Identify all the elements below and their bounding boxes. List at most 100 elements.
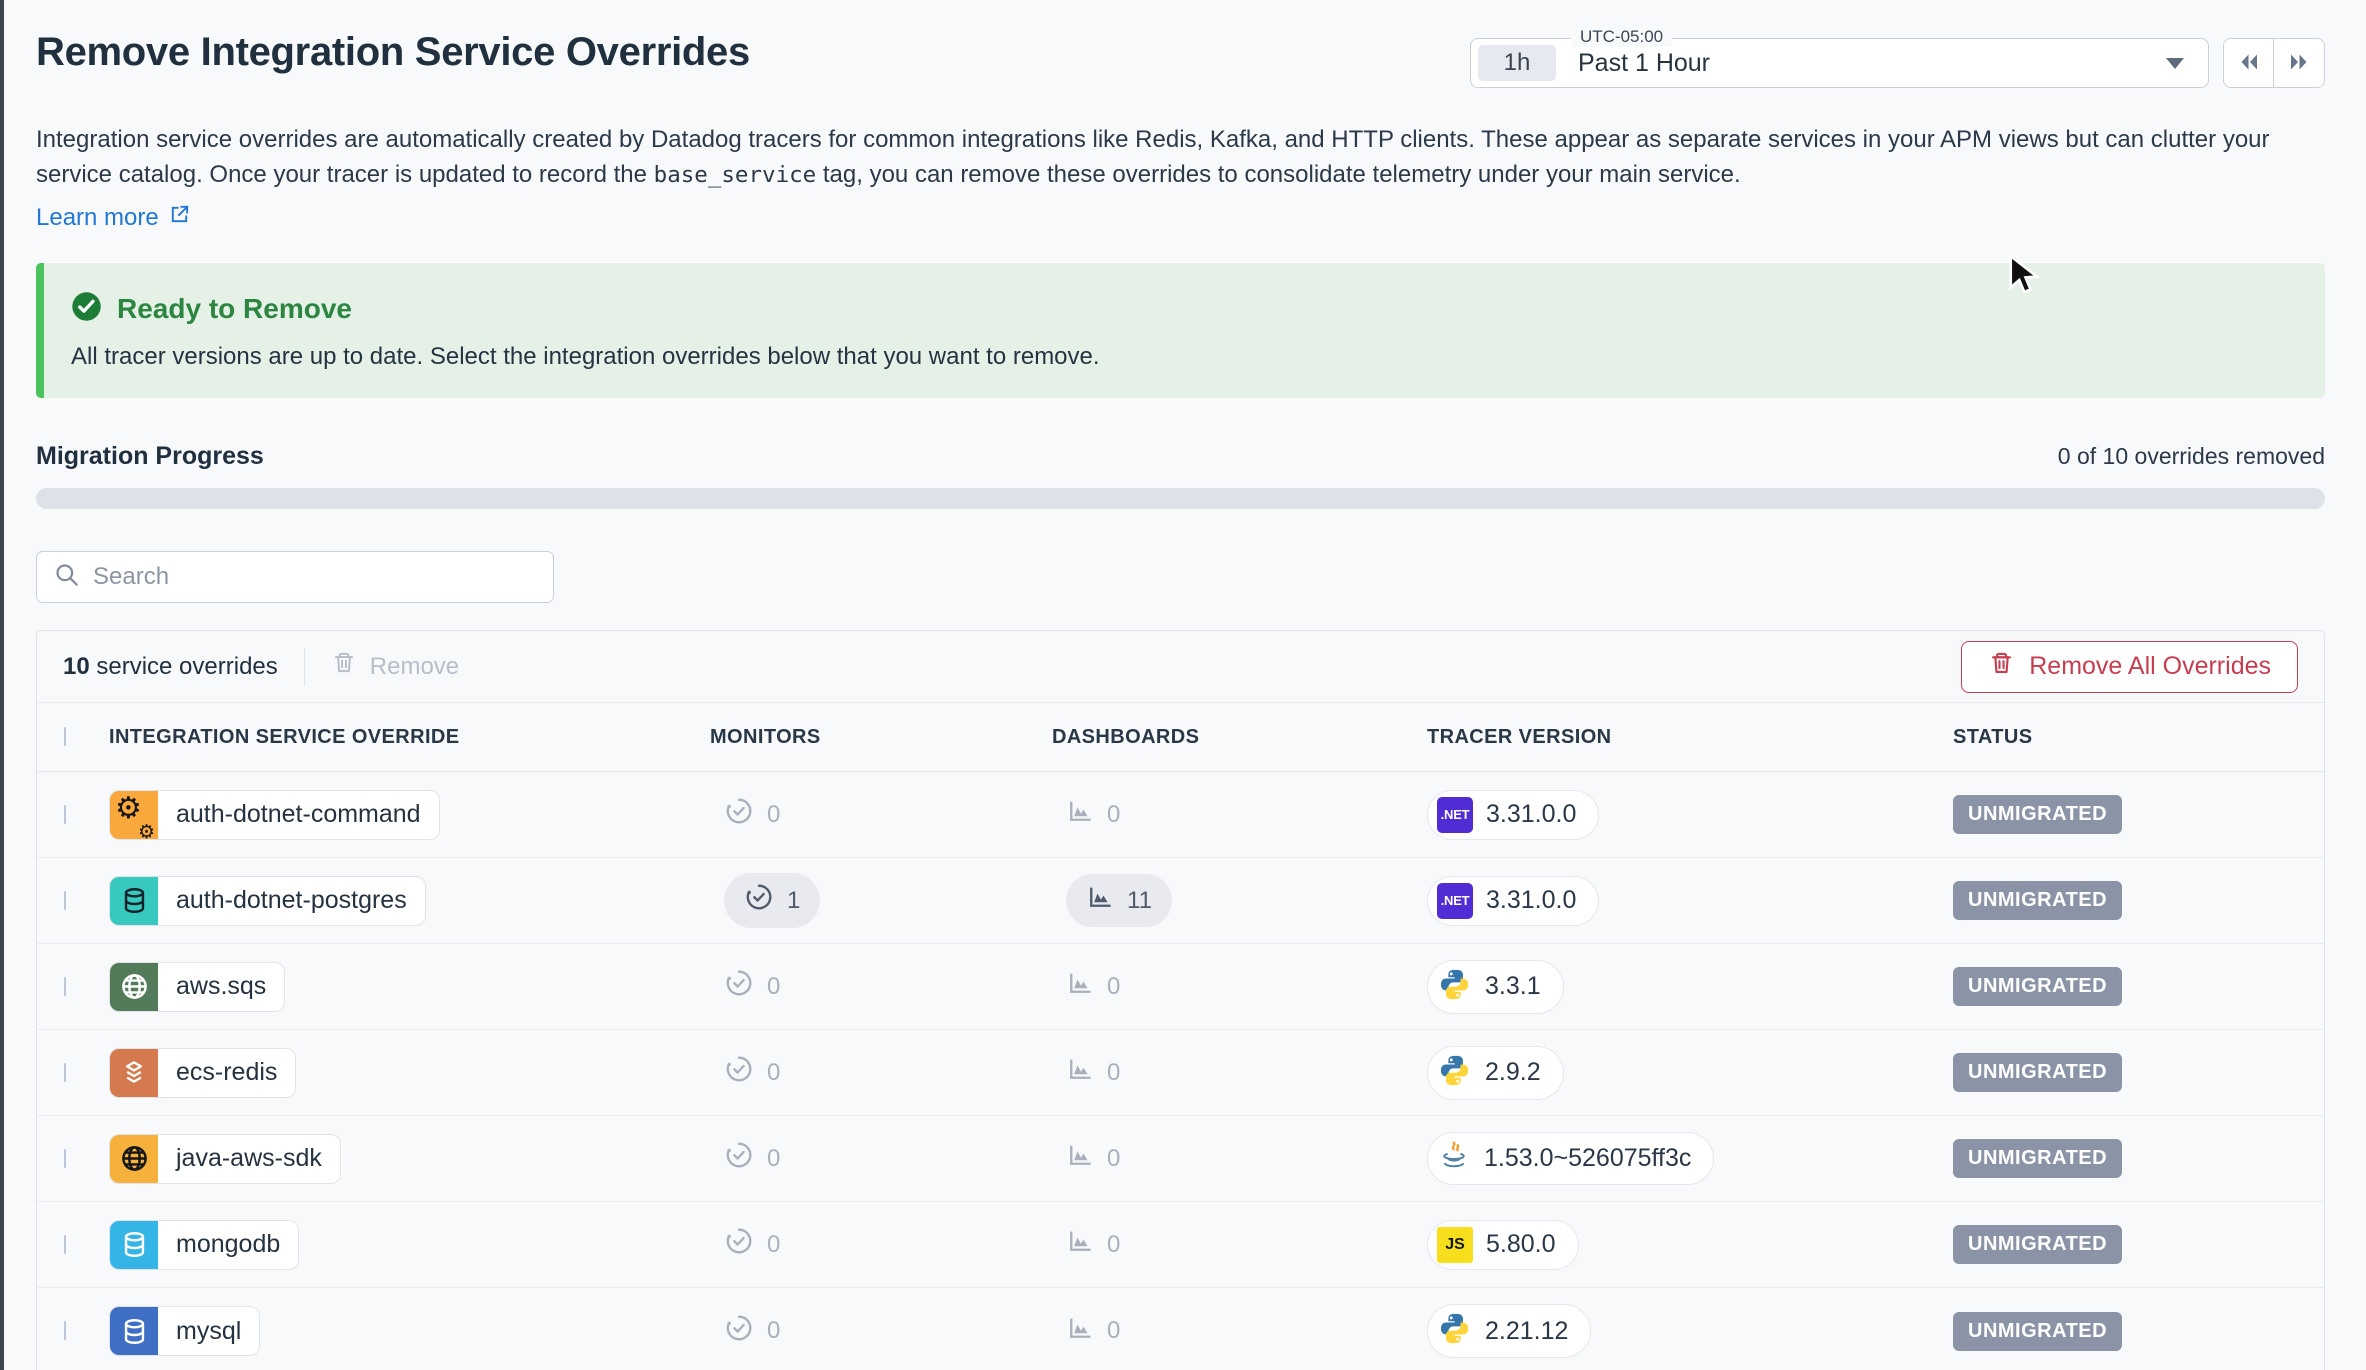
service-chip[interactable]: auth-dotnet-postgres [109, 875, 426, 926]
time-back-button[interactable] [2224, 39, 2274, 87]
status-badge: UNMIGRATED [1953, 1139, 2123, 1178]
toolbar-divider [303, 647, 305, 686]
row-checkbox[interactable] [64, 804, 66, 824]
table-row: auth-dotnet-postgres 1 11 .NET 3.31.0. [37, 858, 2324, 944]
monitors-count[interactable]: 1 [724, 873, 821, 928]
tracer-version-pill: 2.21.12 [1427, 1304, 1592, 1358]
python-icon [1437, 1311, 1472, 1351]
remove-selected-label: Remove [369, 652, 460, 680]
service-chip[interactable]: java-aws-sdk [109, 1133, 341, 1184]
service-chip[interactable]: mongodb [109, 1219, 300, 1270]
content: Remove Integration Service Overrides UTC… [4, 0, 2366, 1370]
dashboards-count[interactable]: 0 [1066, 1141, 1120, 1176]
monitors-count[interactable]: 0 [724, 796, 780, 833]
tracer-version-pill: JS 5.80.0 [1427, 1219, 1579, 1270]
dashboards-count-value: 0 [1107, 1230, 1121, 1258]
tracer-version-value: 2.21.12 [1485, 1316, 1569, 1345]
dashboard-icon [1066, 1314, 1094, 1349]
tracer-version-value: 5.80.0 [1486, 1230, 1556, 1258]
monitors-count-value: 1 [787, 886, 801, 914]
row-checkbox[interactable] [64, 1148, 66, 1168]
dashboards-count-value: 0 [1107, 972, 1121, 1000]
column-header-monitors: MONITORS [710, 725, 821, 748]
dashboard-icon [1066, 1055, 1094, 1090]
table-toolbar: 10 service overrides Remove Remove All O… [37, 631, 2324, 702]
check-circle-icon [71, 291, 102, 327]
remove-all-overrides-label: Remove All Overrides [2029, 652, 2271, 680]
monitor-icon [744, 882, 774, 919]
page-title: Remove Integration Service Overrides [36, 30, 750, 74]
database-icon [110, 1220, 158, 1269]
dashboards-count[interactable]: 0 [1066, 797, 1120, 832]
time-forward-button[interactable] [2274, 39, 2324, 87]
monitors-count-value: 0 [767, 1317, 781, 1344]
monitors-count-value: 0 [767, 1144, 781, 1172]
table-row: mysql 0 0 2.21.12 [37, 1288, 2324, 1370]
monitors-count[interactable]: 0 [724, 968, 780, 1005]
remove-all-overrides-button[interactable]: Remove All Overrides [1961, 640, 2298, 693]
select-all-checkbox[interactable] [64, 727, 66, 746]
learn-more-label: Learn more [36, 204, 159, 231]
layers-icon [110, 1048, 158, 1097]
progress-label: Migration Progress [36, 442, 264, 470]
remove-selected-button[interactable]: Remove [331, 650, 459, 683]
ready-banner: Ready to Remove All tracer versions are … [36, 263, 2325, 398]
monitors-count[interactable]: 0 [724, 1226, 780, 1263]
monitors-count[interactable]: 0 [724, 1140, 780, 1177]
banner-title: Ready to Remove [117, 293, 352, 324]
row-checkbox[interactable] [64, 1321, 66, 1340]
rewind-icon [2237, 50, 2261, 77]
page-description: Integration service overrides are automa… [36, 126, 2270, 188]
time-range-chip: 1h [1478, 45, 1556, 81]
gears-icon: ⚙ ⚙ [110, 790, 158, 839]
globe-icon [110, 1134, 158, 1183]
learn-more-link[interactable]: Learn more [36, 203, 191, 233]
table-row: java-aws-sdk 0 0 1.53.0~526075ff3c [37, 1116, 2324, 1202]
tracer-version-pill: 1.53.0~526075ff3c [1427, 1132, 1715, 1185]
dashboards-count[interactable]: 0 [1066, 1227, 1120, 1262]
banner-message: All tracer versions are up to date. Sele… [71, 343, 1100, 370]
trash-icon [331, 650, 357, 683]
service-name: auth-dotnet-postgres [176, 886, 407, 914]
monitors-count[interactable]: 0 [724, 1054, 780, 1091]
time-range-picker[interactable]: UTC-05:00 1h Past 1 Hour [1470, 27, 2209, 88]
dashboards-count-value: 0 [1107, 1058, 1121, 1086]
status-badge: UNMIGRATED [1953, 795, 2123, 834]
js-icon: JS [1437, 1226, 1473, 1263]
service-name: java-aws-sdk [176, 1144, 322, 1172]
globe-icon [110, 962, 158, 1011]
search-box [36, 551, 554, 603]
dashboards-count[interactable]: 0 [1066, 969, 1120, 1004]
dashboards-count[interactable]: 0 [1066, 1314, 1120, 1349]
monitor-icon [724, 1140, 754, 1177]
timezone-label: UTC-05:00 [1571, 27, 1673, 47]
python-icon [1437, 1053, 1472, 1093]
dashboards-count[interactable]: 11 [1066, 874, 1172, 927]
search-input[interactable] [93, 563, 537, 591]
monitors-count[interactable]: 0 [724, 1313, 780, 1350]
row-checkbox[interactable] [64, 890, 66, 910]
monitor-icon [724, 1054, 754, 1091]
row-checkbox[interactable] [64, 1234, 66, 1254]
service-chip[interactable]: ⚙ ⚙ auth-dotnet-command [109, 789, 440, 840]
service-chip[interactable]: aws.sqs [109, 961, 286, 1012]
tracer-version-value: 2.9.2 [1485, 1058, 1541, 1086]
service-name: mongodb [176, 1230, 281, 1258]
row-checkbox[interactable] [64, 976, 66, 996]
search-icon [53, 561, 80, 593]
fast-forward-icon [2287, 50, 2311, 77]
dashboards-count[interactable]: 0 [1066, 1055, 1120, 1090]
tracer-version-value: 3.31.0.0 [1486, 800, 1577, 828]
column-header-tracer-version: TRACER VERSION [1427, 725, 1612, 748]
monitor-icon [724, 1226, 754, 1263]
time-controls: UTC-05:00 1h Past 1 Hour [1470, 27, 2325, 88]
service-chip[interactable]: ecs-redis [109, 1047, 297, 1098]
service-chip[interactable]: mysql [109, 1306, 261, 1356]
table-header-row: INTEGRATION SERVICE OVERRIDE MONITORS DA… [37, 702, 2324, 772]
service-name: aws.sqs [176, 972, 267, 1000]
row-checkbox[interactable] [64, 1062, 66, 1082]
monitors-count-value: 0 [767, 972, 781, 1000]
monitors-count-value: 0 [767, 800, 781, 828]
monitor-icon [724, 1313, 754, 1350]
